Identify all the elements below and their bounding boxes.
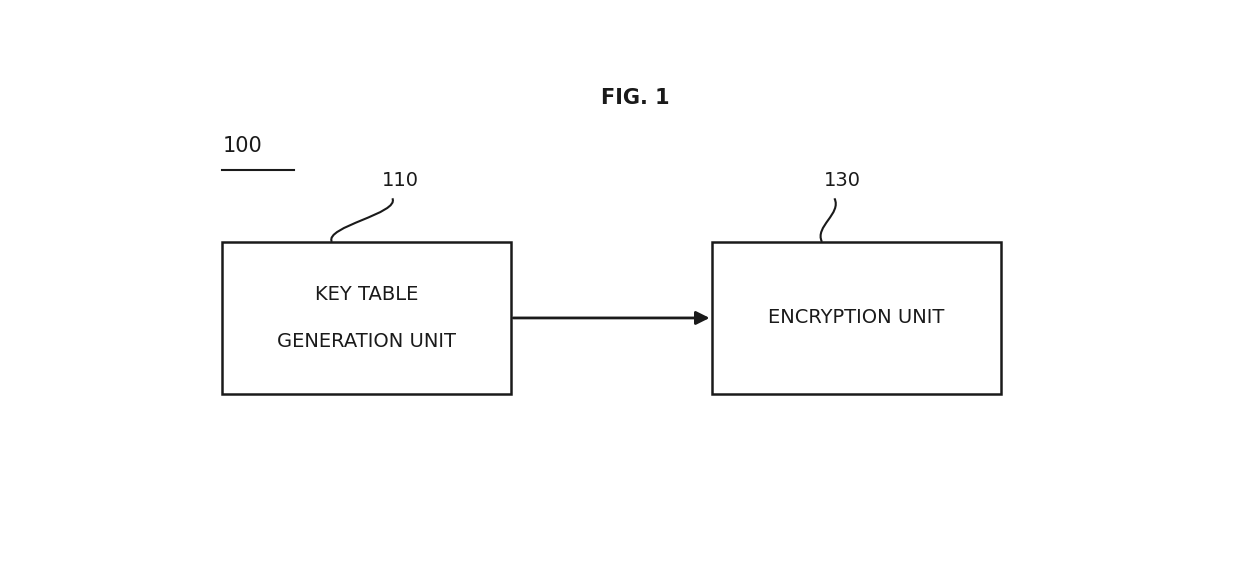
- Text: 110: 110: [382, 171, 419, 190]
- Bar: [222, 242, 511, 394]
- Text: FIG. 1: FIG. 1: [601, 88, 670, 108]
- Bar: [712, 242, 1001, 394]
- Text: ENCRYPTION UNIT: ENCRYPTION UNIT: [769, 308, 945, 328]
- Text: GENERATION UNIT: GENERATION UNIT: [277, 332, 456, 351]
- Text: KEY TABLE: KEY TABLE: [315, 285, 418, 303]
- Text: 100: 100: [222, 136, 262, 156]
- Text: 130: 130: [823, 171, 861, 190]
